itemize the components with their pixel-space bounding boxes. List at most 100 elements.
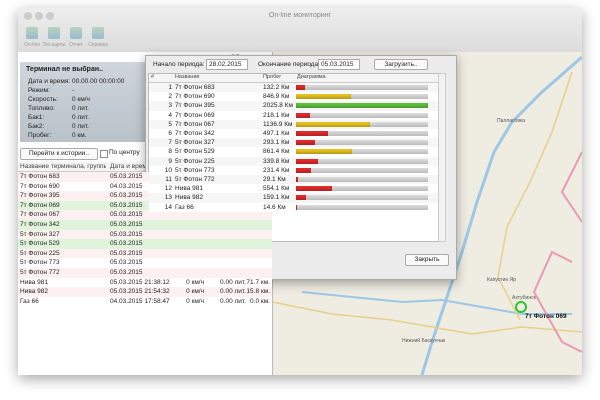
title-bar xyxy=(18,8,582,53)
terminal-row[interactable] xyxy=(18,229,272,240)
minimize-dot[interactable] xyxy=(35,12,43,20)
terminal-name: 5т Фотон 772 xyxy=(20,269,60,276)
mileage-bar xyxy=(296,94,352,100)
river xyxy=(420,55,582,375)
row-mileage: 132.2 Км xyxy=(263,84,290,91)
report-row[interactable] xyxy=(149,92,438,102)
terminal-date: 05.03.2015 xyxy=(110,269,143,276)
column-header: Название терминала, группы xyxy=(20,163,106,170)
road xyxy=(497,71,573,321)
row-number: 4 xyxy=(168,111,172,119)
load-button[interactable]: Загрузить.. xyxy=(374,59,428,70)
report-row[interactable] xyxy=(149,83,438,93)
row-mileage: 497.1 Км xyxy=(263,130,290,137)
field-label: Дата и время: xyxy=(28,78,71,85)
terminal-row[interactable] xyxy=(18,200,272,211)
toolbar-icon[interactable] xyxy=(70,27,82,39)
close-button[interactable]: Закрыть xyxy=(405,254,449,266)
mileage-bar xyxy=(296,149,353,155)
end-date[interactable]: 05.03.2015 xyxy=(318,59,360,70)
bar-track xyxy=(296,94,428,100)
report-row[interactable] xyxy=(149,175,438,185)
vehicle-marker[interactable] xyxy=(515,301,527,313)
terminal-row[interactable] xyxy=(18,268,272,278)
start-date[interactable]: 28.02.2015 xyxy=(206,59,248,70)
column-header: Дата и время xyxy=(110,163,146,170)
bar-track xyxy=(296,177,428,182)
report-row[interactable] xyxy=(149,147,438,157)
terminal-row[interactable] xyxy=(18,220,272,230)
report-row[interactable] xyxy=(149,138,438,148)
row-number: 5 xyxy=(168,120,172,128)
report-row[interactable] xyxy=(149,119,438,129)
center-checkbox-label: По центру xyxy=(109,149,140,156)
terminal-row[interactable] xyxy=(18,248,272,259)
terminal-row[interactable] xyxy=(18,181,272,192)
row-name: 7т Фотон 067 xyxy=(175,120,215,128)
zoom-dot[interactable] xyxy=(46,12,54,20)
terminal-row[interactable] xyxy=(18,287,272,297)
terminal-cell: 0 км/ч xyxy=(186,288,204,296)
terminal-row[interactable] xyxy=(18,172,272,182)
toolbar-icon[interactable] xyxy=(48,27,60,39)
terminal-name: 5т Фотон 773 xyxy=(20,259,60,267)
row-mileage: 159.1 Км xyxy=(263,194,290,202)
report-row[interactable] xyxy=(149,156,438,166)
close-dot[interactable] xyxy=(24,12,32,20)
row-name: 5т Фотон 225 xyxy=(175,157,215,165)
row-name: Нива 981 xyxy=(175,185,203,193)
terminal-name: 7т Фотон 067 xyxy=(20,211,60,219)
bar-track xyxy=(296,167,428,173)
row-mileage: 554.1 Км xyxy=(263,185,290,193)
terminal-name: 7т Фотон 342 xyxy=(20,221,60,228)
row-number: 1 xyxy=(168,84,172,91)
bar-track xyxy=(296,85,428,90)
terminal-date: 04.03.2015 xyxy=(110,182,143,190)
row-name: 7т Фотон 069 xyxy=(175,111,215,119)
row-name: 7т Фотон 395 xyxy=(175,102,215,110)
row-number: 14 xyxy=(164,203,172,211)
terminal-row[interactable] xyxy=(18,296,272,307)
report-row[interactable] xyxy=(149,129,438,139)
report-row[interactable] xyxy=(149,202,438,212)
row-number: 11 xyxy=(165,176,172,183)
terminal-name: 7т Фотон 395 xyxy=(20,192,60,200)
row-mileage: 861.4 Км xyxy=(263,148,290,156)
row-name: 5т Фотон 773 xyxy=(175,166,215,174)
mileage-bar xyxy=(296,195,307,201)
row-name: Нива 982 xyxy=(175,194,203,202)
field-value: 0 лит. xyxy=(72,114,89,121)
mileage-bar xyxy=(296,186,333,192)
row-name: 5т Фотон 529 xyxy=(175,148,215,156)
report-row[interactable] xyxy=(149,193,438,203)
report-row[interactable] xyxy=(149,165,438,175)
toolbar-label: On-line xyxy=(23,42,41,48)
field-label: Режим: xyxy=(28,87,50,94)
toolbar-icon[interactable] xyxy=(26,27,38,39)
field-label: Пробег: xyxy=(28,132,52,139)
terminal-row[interactable] xyxy=(18,191,272,201)
mileage-bar xyxy=(296,158,319,164)
terminal-date: 05.03.2015 xyxy=(110,230,143,238)
terminal-row[interactable] xyxy=(18,258,272,268)
terminal-row[interactable] xyxy=(18,210,272,220)
scrollbar[interactable] xyxy=(438,73,446,242)
bar-track xyxy=(296,112,428,118)
center-checkbox[interactable] xyxy=(100,150,108,158)
terminal-row[interactable] xyxy=(18,277,272,288)
row-name: 7т Фотон 690 xyxy=(175,93,215,101)
report-row[interactable] xyxy=(149,184,438,194)
report-row[interactable] xyxy=(149,101,438,111)
bar-track xyxy=(296,204,428,210)
row-mileage: 293.1 Км xyxy=(263,139,290,147)
terminal-row[interactable] xyxy=(18,239,272,249)
toolbar-icon[interactable] xyxy=(92,27,104,39)
history-button[interactable]: Перейти к истории.. xyxy=(20,148,98,160)
row-mileage: 1136.9 Км xyxy=(263,120,293,128)
field-value: 00.00.00 00:00:00 xyxy=(72,78,125,85)
report-row[interactable] xyxy=(149,110,438,120)
terminal-name: Нива 981 xyxy=(20,278,48,286)
terminal-cell: 71.7 км. xyxy=(246,278,270,286)
report-column-header: Пробег xyxy=(263,74,282,80)
row-name: 7т Фотон 342 xyxy=(175,130,215,137)
